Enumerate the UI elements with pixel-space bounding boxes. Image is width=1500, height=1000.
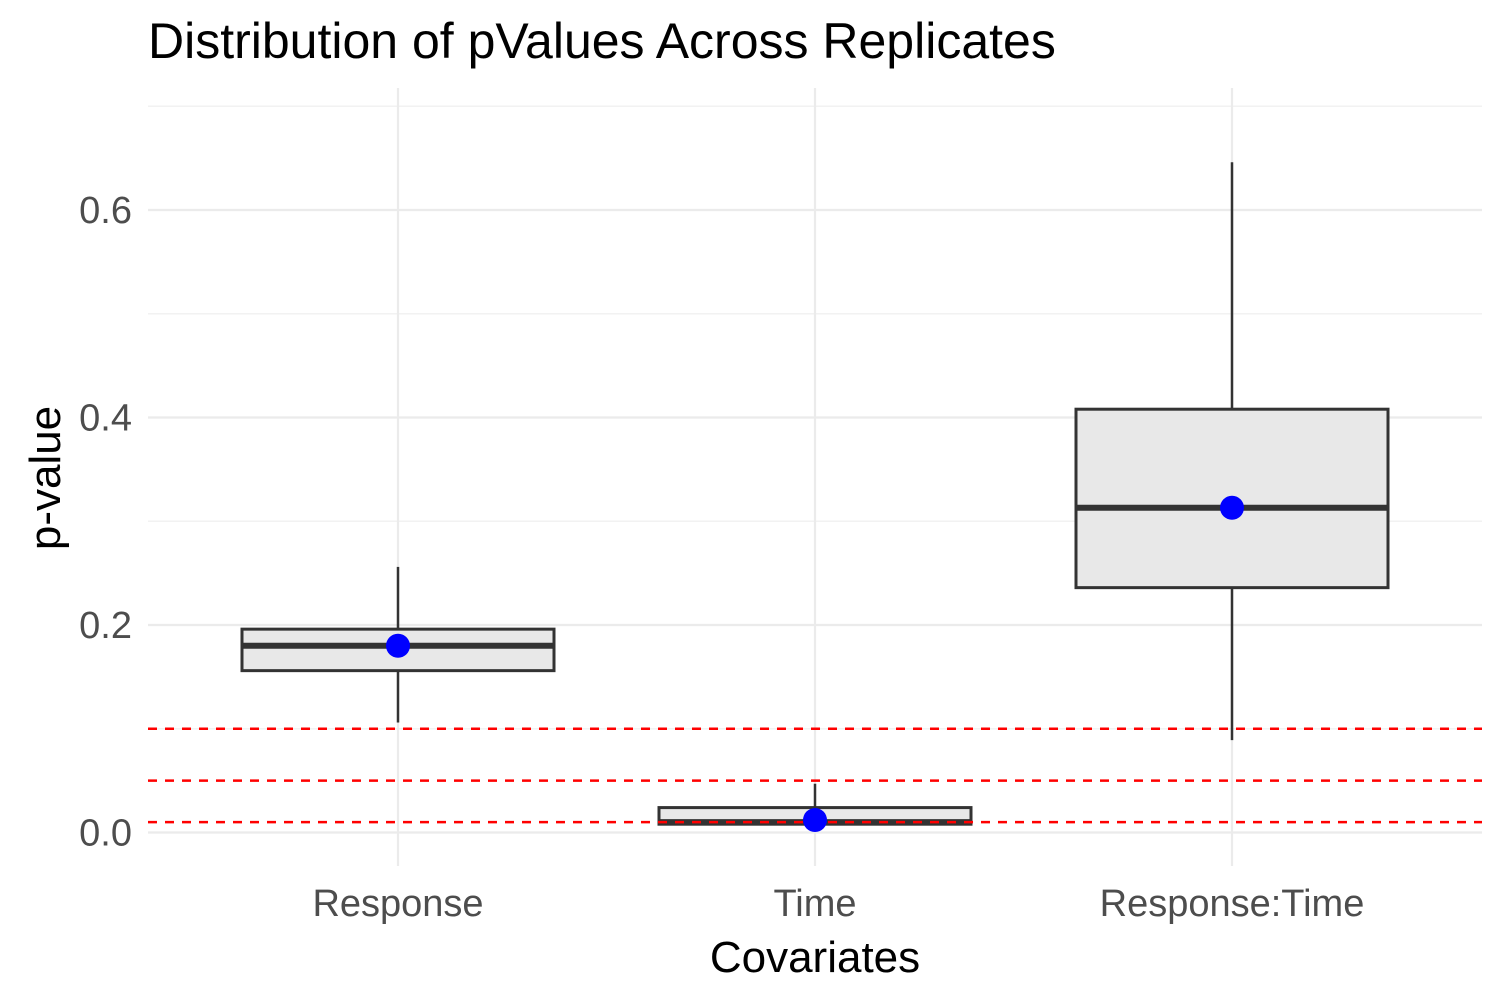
y-tick-label: 0.2: [79, 605, 132, 647]
y-tick-label: 0.0: [79, 812, 132, 854]
mean-point: [386, 633, 410, 658]
y-tick-label: 0.6: [79, 190, 132, 232]
boxplot-response-time: [1074, 162, 1390, 741]
y-axis-title: p-value: [21, 406, 70, 550]
y-tick-label: 0.4: [79, 398, 132, 440]
boxplot-response: [240, 566, 556, 723]
x-axis-title: Covariates: [710, 933, 920, 982]
chart-title: Distribution of pValues Across Replicate…: [148, 13, 1056, 69]
x-axis-ticks: Response Time Response:Time: [312, 883, 1364, 925]
mean-point: [1220, 495, 1244, 520]
x-tick-label: Time: [773, 883, 856, 925]
x-tick-label: Response: [312, 883, 483, 925]
y-axis-ticks: 0.0 0.2 0.4 0.6: [79, 190, 132, 854]
mean-points: [386, 495, 1244, 833]
x-tick-label: Response:Time: [1100, 883, 1365, 925]
mean-point: [803, 808, 827, 833]
